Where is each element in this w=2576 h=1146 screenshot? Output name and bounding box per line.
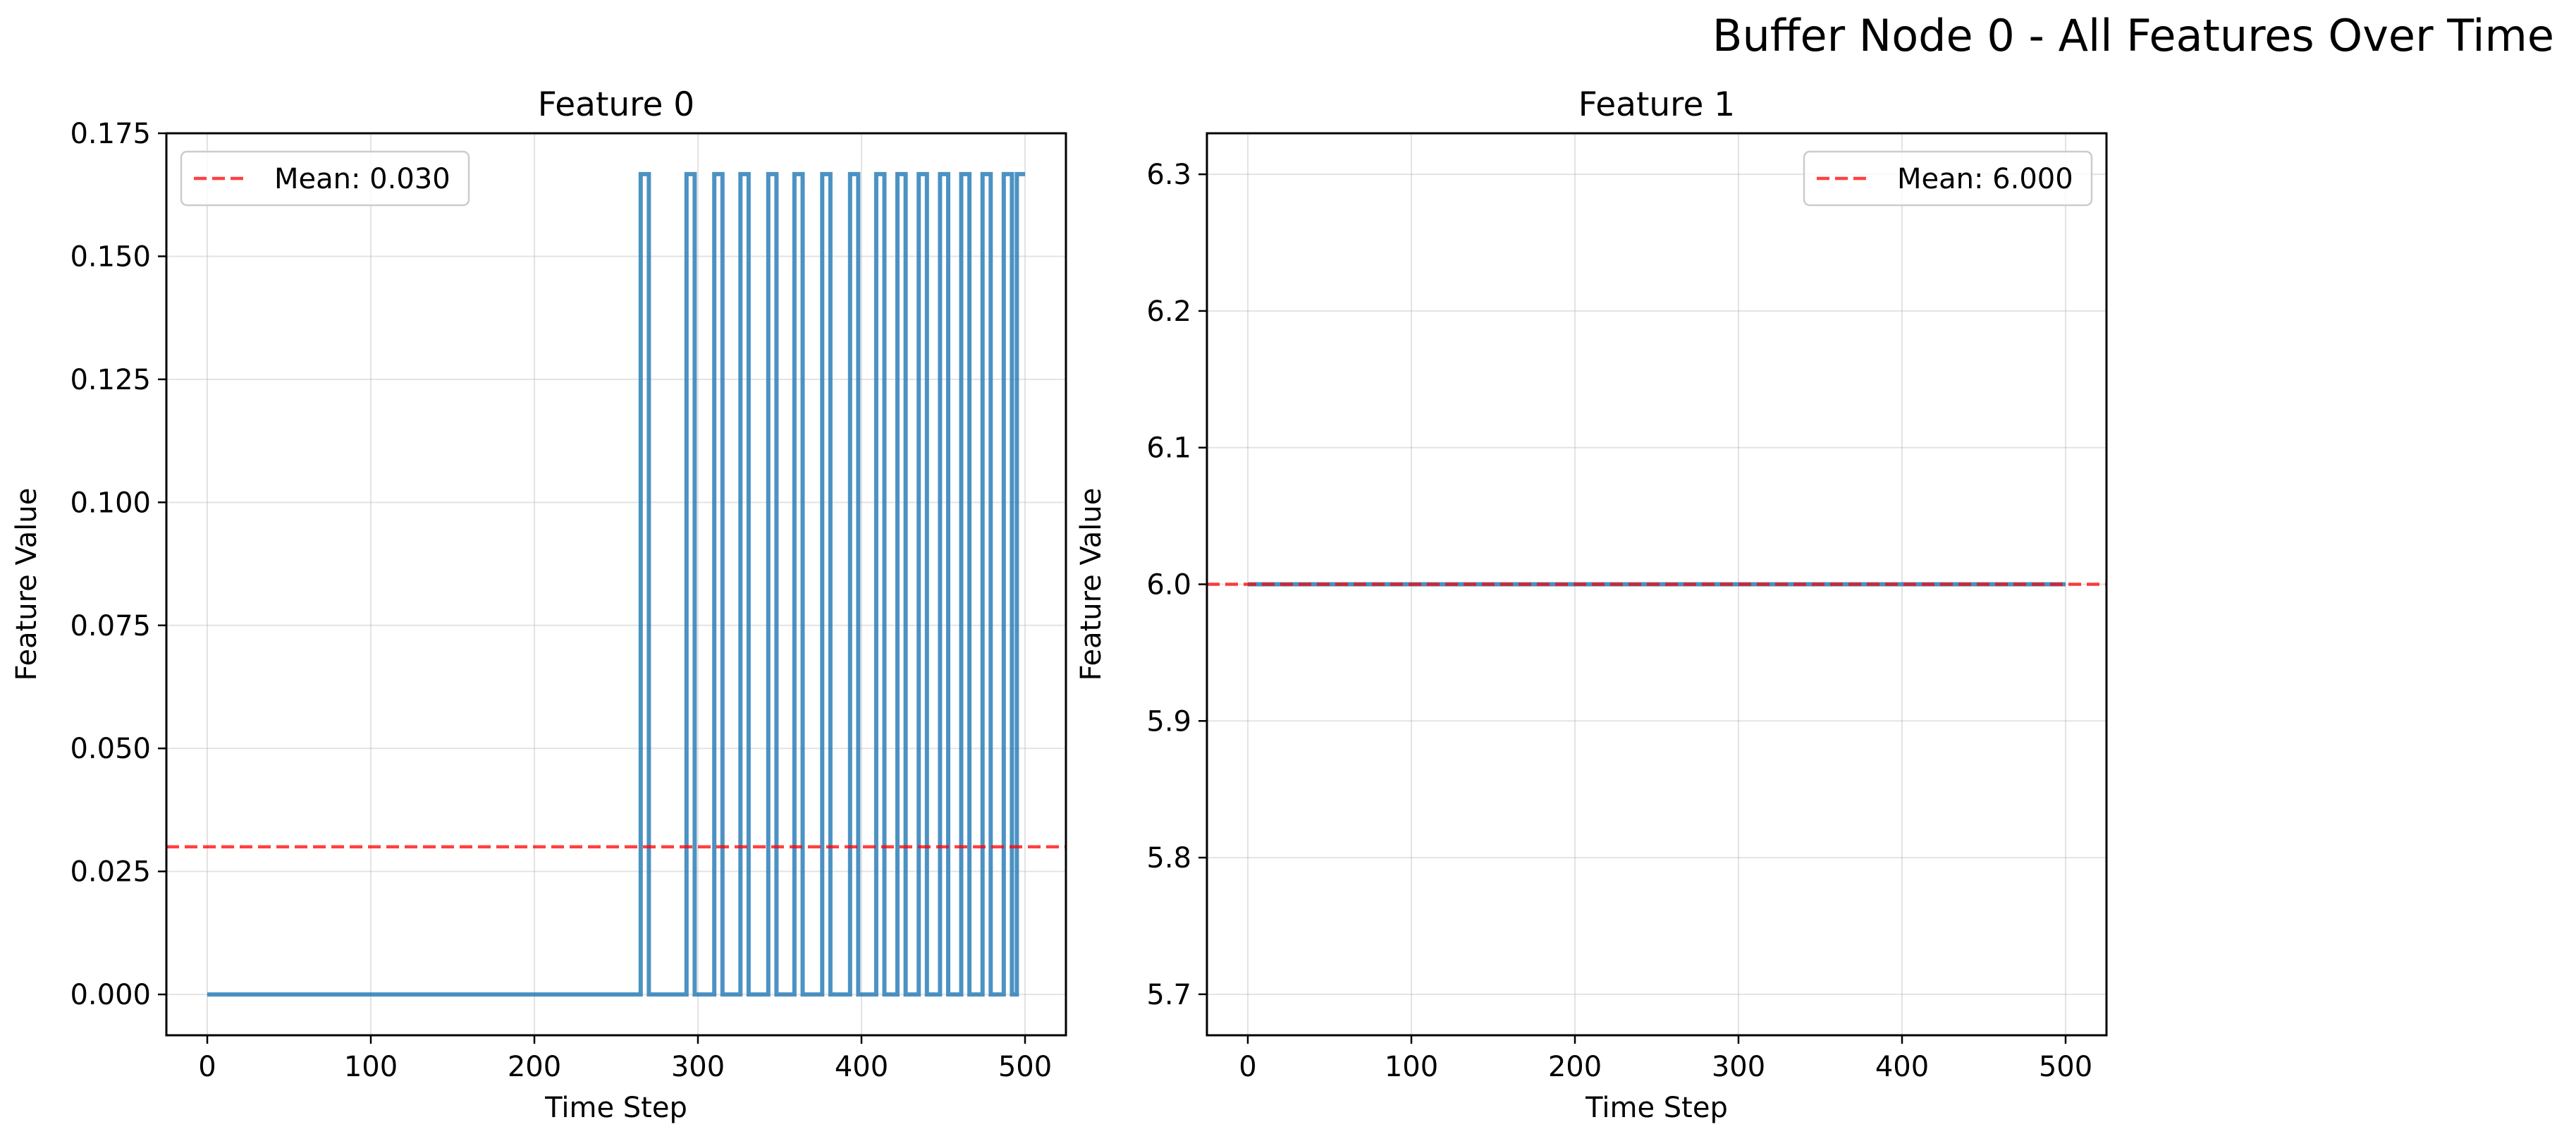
feature-0-y-tick-label-7: 0.175	[70, 118, 151, 150]
feature-1-title: Feature 1	[1578, 85, 1735, 124]
feature-0-x-tick-label-4: 400	[835, 1051, 888, 1083]
feature-1-y-tick-label-6: 6.3	[1146, 159, 1191, 191]
feature-1-legend: Mean: 6.000	[1803, 150, 2093, 207]
feature-1-x-tick-label-0: 0	[1239, 1051, 1256, 1083]
feature-1-xlabel: Time Step	[1585, 1092, 1728, 1124]
feature-0-legend: Mean: 0.030	[180, 150, 470, 207]
feature-1-y-tick-label-0: 5.7	[1146, 979, 1191, 1011]
feature-0-axes-frame	[165, 132, 1067, 1037]
feature-0-x-tick-label-3: 300	[671, 1051, 725, 1083]
charts-container: 0 100 200 300 400 500 0.000 0.025 0.050 0.075 0.10…	[11, 85, 2108, 1124]
feature-0-x-tick-label-2: 200	[508, 1051, 561, 1083]
feature-1-ylabel: Feature Value	[1075, 488, 1108, 681]
feature-1-x-tick-label-3: 300	[1712, 1051, 1765, 1083]
feature-1-y-tick-label-5: 6.2	[1146, 295, 1191, 328]
feature-0-x-tick-label-5: 500	[998, 1051, 1052, 1083]
feature-0-y-tick-label-5: 0.125	[70, 364, 151, 396]
figure-suptitle: Buffer Node 0 - All Features Over Time	[1712, 10, 2554, 61]
feature-0-title: Feature 0	[538, 85, 694, 124]
feature-0-ylabel: Feature Value	[11, 488, 43, 681]
feature-0-chart: 0 100 200 300 400 500 0.000 0.025 0.050 0.075 0.10…	[11, 85, 1067, 1124]
feature-0-xlabel: Time Step	[544, 1092, 687, 1124]
feature-1-y-tick-label-3: 6.0	[1146, 569, 1191, 602]
feature-0-legend-box	[180, 150, 470, 207]
feature-0-y-tick-label-4: 0.100	[70, 487, 151, 519]
feature-0-x-tick-label-1: 100	[344, 1051, 398, 1083]
feature-0-y-tick-label-6: 0.150	[70, 240, 151, 273]
feature-1-chart: 0 100 200 300 400 500 5.7 5.8 5.9 6.0 6.1 6.2 6.3 Fea…	[1075, 85, 2108, 1124]
feature-0-y-tick-label-1: 0.025	[70, 856, 151, 889]
feature-0-x-tick-label-0: 0	[198, 1051, 216, 1083]
feature-1-x-tick-label-2: 200	[1548, 1051, 1602, 1083]
feature-0-series-line	[207, 171, 1025, 997]
feature-0-y-tick-label-3: 0.075	[70, 610, 151, 642]
feature-0-legend-label: Mean: 0.030	[274, 163, 450, 195]
feature-1-legend-box	[1803, 150, 2093, 207]
feature-1-y-tick-label-4: 6.1	[1146, 432, 1191, 465]
feature-0-y-tick-label-2: 0.050	[70, 733, 151, 765]
feature-1-y-tick-label-1: 5.8	[1146, 842, 1191, 874]
feature-0-y-tick-label-0: 0.000	[70, 979, 151, 1011]
feature-1-x-tick-label-5: 500	[2039, 1051, 2092, 1083]
feature-0-plot-area	[166, 171, 1066, 997]
feature-1-legend-label: Mean: 6.000	[1897, 163, 2073, 195]
feature-1-y-tick-label-2: 5.9	[1146, 705, 1191, 738]
feature-1-x-tick-label-1: 100	[1385, 1051, 1438, 1083]
feature-1-x-tick-label-4: 400	[1875, 1051, 1929, 1083]
